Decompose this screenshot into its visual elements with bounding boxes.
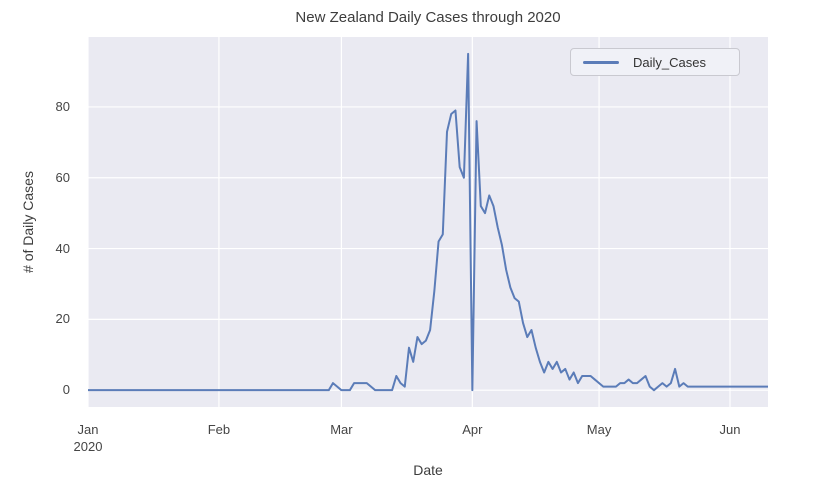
legend-label: Daily_Cases xyxy=(633,54,706,70)
y-tick-40: 40 xyxy=(55,240,70,256)
daily_cases-line xyxy=(88,52,768,392)
legend-line-swatch xyxy=(583,60,619,64)
x-tick-feb: Feb xyxy=(207,422,231,437)
y-tick-20: 20 xyxy=(55,311,70,327)
x-tick-apr: Apr xyxy=(462,422,483,437)
gridlines xyxy=(87,37,768,407)
chart-title: New Zealand Daily Cases through 2020 xyxy=(295,9,561,26)
legend: Daily_Cases xyxy=(570,48,740,76)
plot-area xyxy=(88,37,768,407)
x-tick-mar: Mar xyxy=(330,422,353,437)
y-axis-label: # of Daily Cases xyxy=(20,171,36,273)
x-axis-label: Date xyxy=(413,462,443,478)
y-tick-0: 0 xyxy=(62,382,70,398)
data-series xyxy=(88,52,768,392)
x-tick-year: 2020 xyxy=(73,439,103,454)
x-tick-jan: Jan 2020 xyxy=(73,422,103,454)
y-tick-80: 80 xyxy=(55,98,70,114)
x-tick-jun: Jun xyxy=(719,422,741,437)
y-tick-60: 60 xyxy=(55,169,70,185)
x-tick-may: May xyxy=(586,422,612,437)
